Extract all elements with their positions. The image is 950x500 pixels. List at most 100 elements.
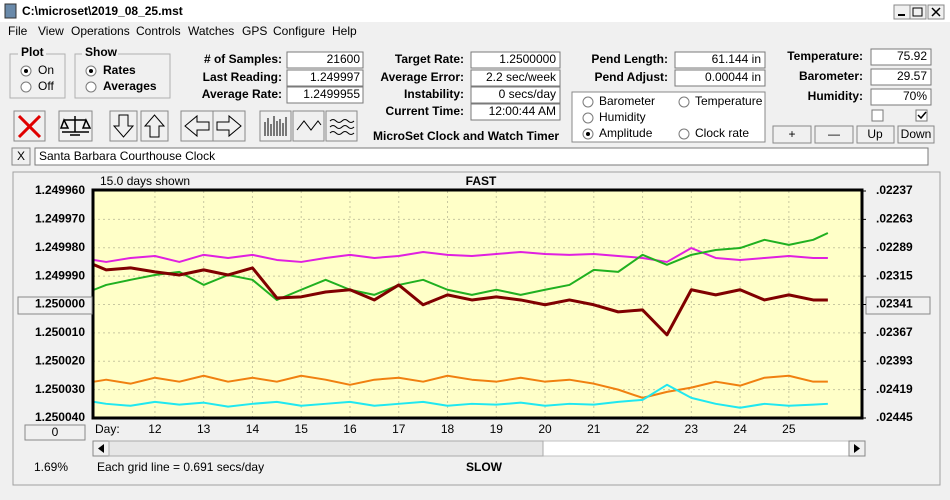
minimize[interactable] [893, 4, 911, 20]
y2-tick-label: .02393 [876, 353, 913, 367]
menu-item[interactable]: GPS [242, 24, 267, 38]
field-label: # of Samples: [204, 52, 282, 66]
field-label: Target Rate: [395, 52, 464, 66]
ticks: 1.249960 1.249970 1.249980 1.249990 1.250000… [35, 183, 913, 436]
button[interactable] [856, 125, 895, 144]
x-tick-label: 16 [343, 422, 357, 436]
field-value: 21600 [327, 52, 361, 66]
tick-button[interactable] [865, 296, 931, 315]
field-value: 29.57 [897, 69, 927, 83]
field-value: 1.2499955 [303, 87, 360, 101]
y-tick-label: 1.249970 [35, 212, 85, 226]
y2-tick-label: .02289 [876, 240, 913, 254]
radio[interactable] [85, 81, 97, 93]
stats: # of Samples: 21600 Last Reading: 1.2499… [202, 51, 364, 104]
button-label[interactable]: — [828, 127, 840, 141]
field-value: 12:00:44 AM [489, 104, 556, 118]
radio-label[interactable]: Averages [103, 79, 157, 93]
y2-tick-label: .02263 [876, 212, 913, 226]
field-label: Pend Adjust: [594, 70, 668, 84]
bottom-label: SLOW [466, 460, 503, 474]
field-value: 1.2500000 [499, 52, 556, 66]
y-tick-label: 1.250030 [35, 382, 85, 396]
button[interactable] [24, 424, 86, 441]
field-label: Instability: [404, 87, 464, 101]
clock-name-field[interactable] [34, 147, 929, 166]
button-label[interactable]: X [17, 149, 25, 163]
field-value: 1.249997 [310, 70, 360, 84]
button[interactable] [814, 125, 854, 144]
tick-button[interactable] [17, 296, 93, 315]
checkbox[interactable] [871, 109, 884, 122]
radio-label[interactable]: On [38, 63, 54, 77]
app-name: MicroSet Clock and Watch Timer [373, 129, 559, 143]
span-label: 15.0 days shown [100, 174, 190, 188]
group-title: Plot [21, 45, 44, 59]
button-label[interactable]: Up [867, 127, 883, 141]
y2-tick-label: .02419 [876, 382, 913, 396]
field-label: Current Time: [386, 104, 464, 118]
radio[interactable] [678, 96, 690, 108]
legend: Barometer Amplitude Humidity Temperature Clo… [582, 94, 763, 140]
radio[interactable] [678, 128, 690, 140]
button-label[interactable]: + [788, 127, 795, 141]
menu-item[interactable]: Help [332, 24, 357, 38]
field-value: 0 secs/day [499, 87, 556, 101]
checkbox[interactable] [915, 109, 928, 122]
button[interactable] [11, 147, 31, 166]
pendulum: Pend Length: 61.144 in Pend Adjust: 0.00… [591, 51, 766, 87]
button[interactable] [772, 125, 812, 144]
menu-item[interactable]: Controls [136, 24, 181, 38]
x-tick-label: 21 [587, 422, 601, 436]
field-value: 0.00044 in [705, 70, 761, 84]
y-tick-label: 1.250020 [35, 353, 85, 367]
field-label: Average Error: [380, 70, 464, 84]
adjust-buttons: + — Up Down [772, 125, 935, 144]
x-tick-label: 14 [246, 422, 260, 436]
field-label: Last Reading: [203, 70, 282, 84]
grid-note: Each grid line = 0.691 secs/day [97, 460, 264, 474]
y-tick-label: 1.250010 [35, 325, 85, 339]
group-title: Show [85, 45, 118, 59]
menu-item[interactable]: View [38, 24, 64, 38]
button-label[interactable]: 0 [52, 425, 59, 439]
series-line [93, 247, 828, 263]
field-value: 61.144 in [712, 52, 761, 66]
x-tick-label: 13 [197, 422, 211, 436]
menu-item[interactable]: Operations [71, 24, 130, 38]
y2-tick-label: .02315 [876, 268, 913, 282]
menu-bar: File View Operations Controls Watches GP… [8, 24, 357, 38]
lines [93, 232, 829, 409]
legend-label: Barometer [599, 94, 655, 108]
menu-item[interactable]: Watches [188, 24, 234, 38]
x-tick-label: 18 [441, 422, 455, 436]
field-label: Humidity: [808, 89, 863, 103]
y-tick-label: 1.249960 [35, 183, 85, 197]
x-tick-label: 23 [685, 422, 699, 436]
field-label: Pend Length: [591, 52, 668, 66]
radio[interactable] [582, 112, 594, 124]
field-label: Average Rate: [202, 87, 282, 101]
x-tick-label: 17 [392, 422, 406, 436]
window-controls[interactable] [893, 4, 945, 20]
series-line [93, 232, 829, 301]
menu-item[interactable]: File [8, 24, 28, 38]
maximize[interactable] [909, 4, 927, 20]
radio[interactable] [582, 96, 594, 108]
menu-item[interactable]: Configure [273, 24, 325, 38]
zoom-label: 1.69% [34, 460, 68, 474]
y-tick-label: 1.250000 [35, 297, 85, 311]
y2-tick-label: .02341 [876, 297, 913, 311]
button[interactable] [897, 125, 935, 144]
button-label[interactable]: Down [901, 127, 932, 141]
radio-label[interactable]: Off [38, 79, 54, 93]
radio-label[interactable]: Rates [103, 63, 136, 77]
y-tick-label: 1.250040 [35, 410, 85, 424]
radio[interactable] [20, 81, 32, 93]
y2-tick-label: .02445 [876, 410, 913, 424]
x-tick-label: 24 [733, 422, 747, 436]
environment: Temperature: 75.92 Barometer: 29.57 Humi… [787, 48, 932, 106]
scrollbar[interactable] [92, 440, 866, 457]
field-value: 75.92 [897, 49, 927, 63]
